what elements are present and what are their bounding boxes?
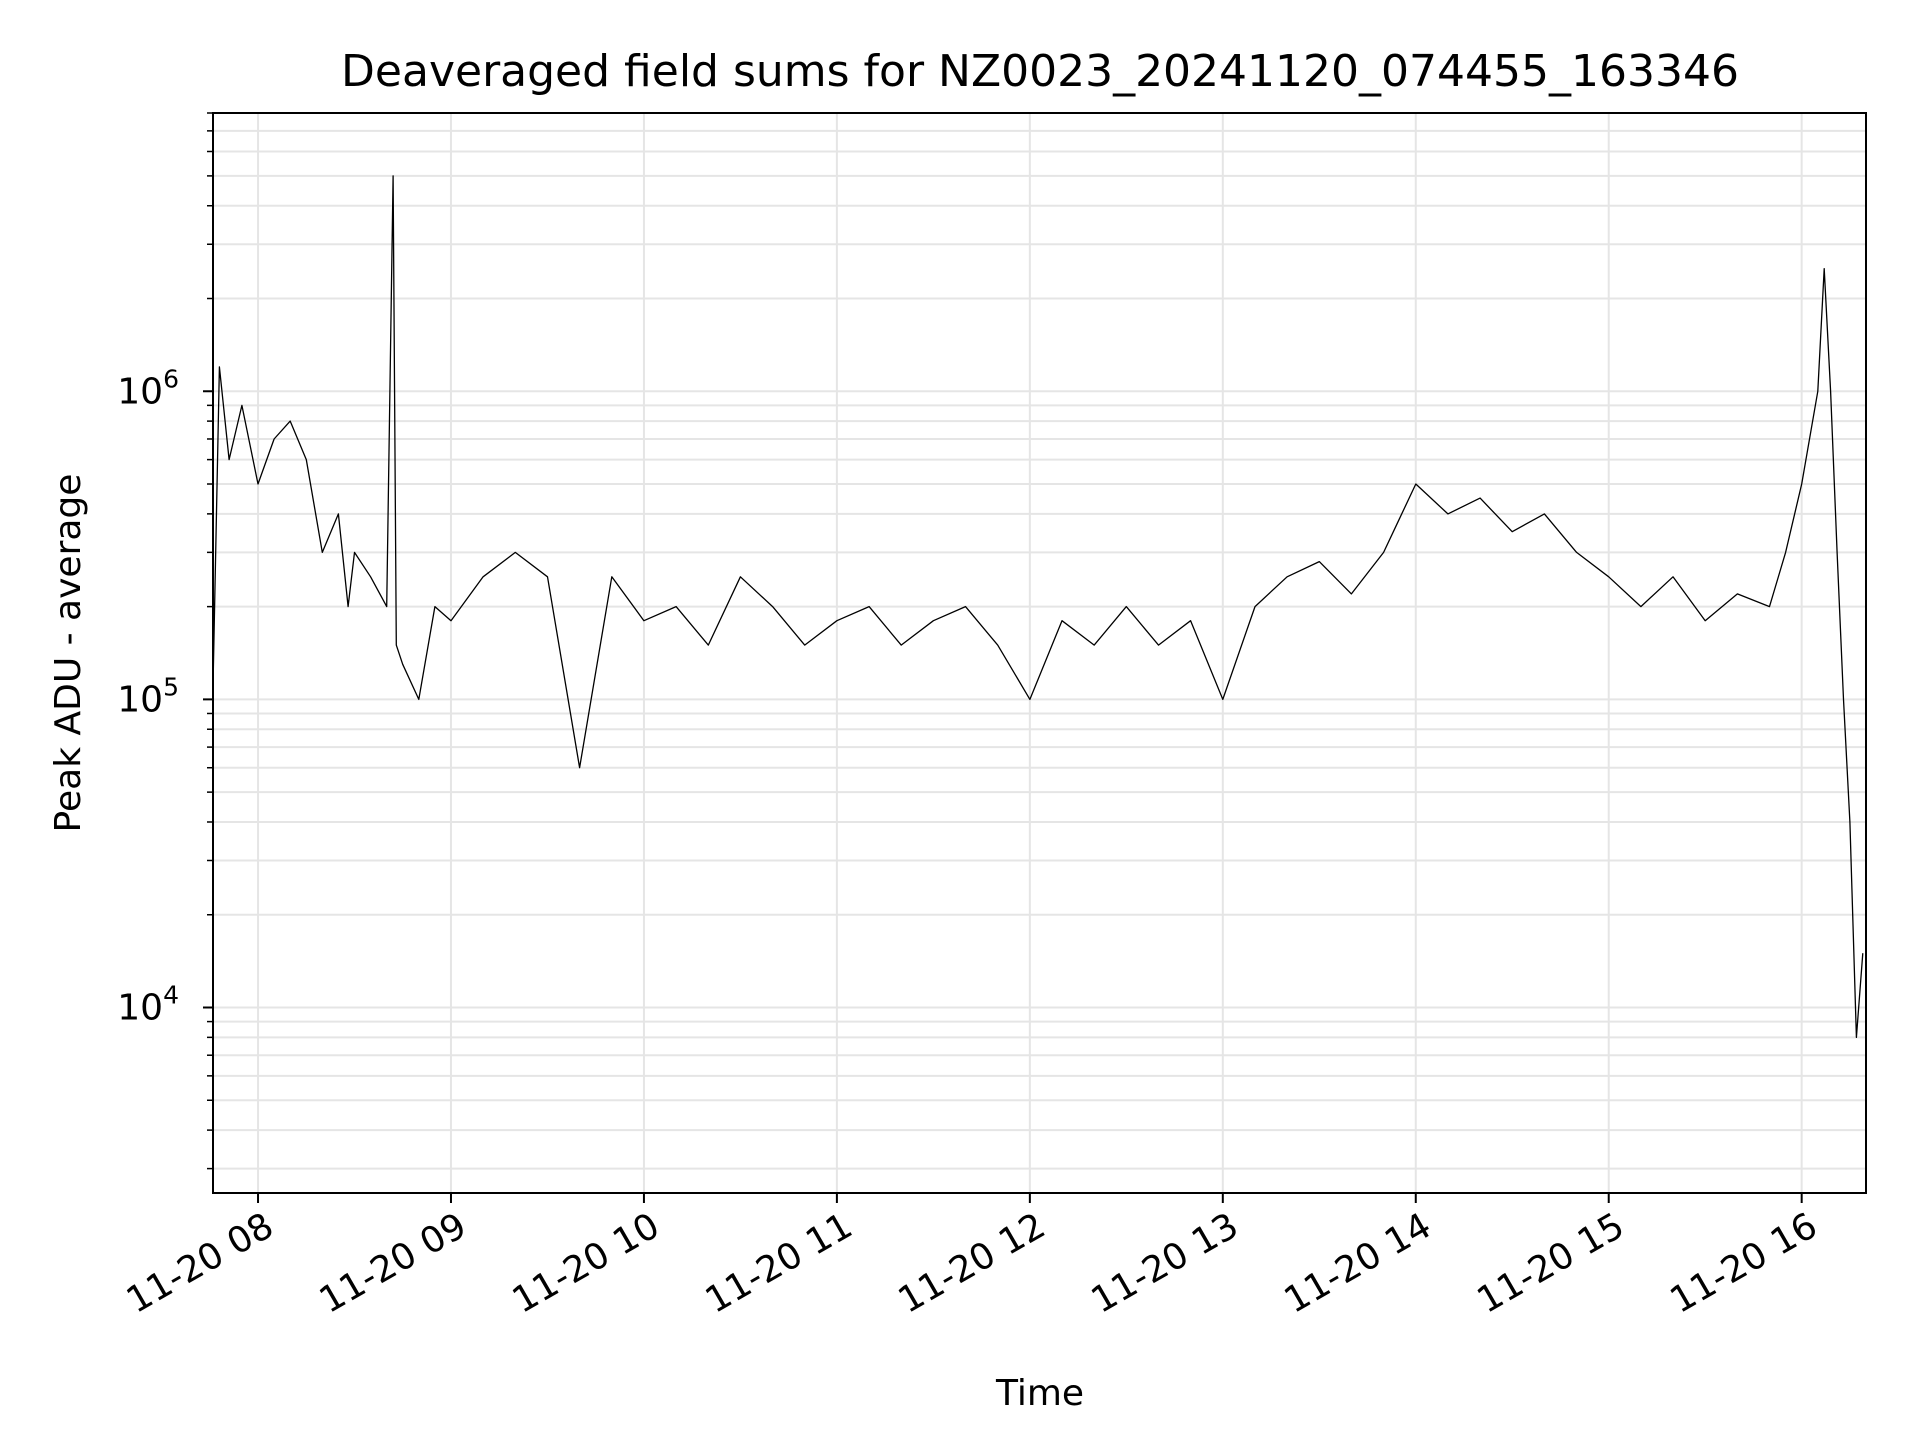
plot-frame <box>212 112 1867 1194</box>
x-tick-label: 11-20 10 <box>506 1205 667 1321</box>
x-tick-label: 11-20 12 <box>892 1205 1053 1321</box>
x-tick-label: 11-20 08 <box>120 1205 281 1321</box>
x-tick-label: 11-20 11 <box>699 1205 860 1321</box>
grid <box>213 112 1866 1193</box>
y-axis-label: Peak ADU - average <box>48 474 89 833</box>
y-tick-labels: 104 105 106 <box>117 364 179 1028</box>
x-tick-label: 11-20 15 <box>1471 1205 1632 1321</box>
x-tick-label: 11-20 14 <box>1278 1205 1439 1321</box>
x-axis-label: Time <box>995 1373 1084 1414</box>
x-tick-labels: 11-20 08 11-20 09 11-20 10 11-20 11 11-20 12… <box>120 1205 1824 1321</box>
ticks <box>203 112 1803 1203</box>
x-tick-label: 11-20 13 <box>1085 1205 1246 1321</box>
y-tick-label: 104 <box>117 980 179 1028</box>
chart-title: Deaveraged field sums for NZ0023_2024112… <box>341 46 1739 97</box>
y-tick-label: 106 <box>117 364 179 412</box>
series-line <box>212 175 1864 1039</box>
y-tick-label: 105 <box>117 672 179 720</box>
x-tick-label: 11-20 16 <box>1664 1205 1825 1321</box>
x-tick-label: 11-20 09 <box>313 1205 474 1321</box>
